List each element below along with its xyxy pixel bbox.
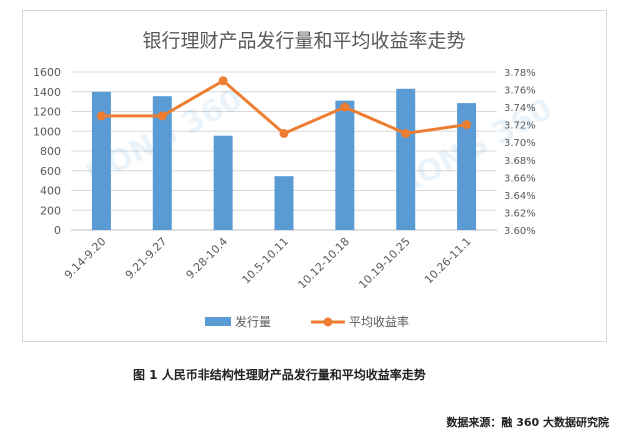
x-tick-label: 10.5-10.11 — [240, 235, 292, 287]
x-tick-label: 9.28-10.4 — [184, 235, 231, 282]
x-axis-labels: 9.14-9.20 9.21-9.27 9.28-10.4 10.5-10.11 10.… — [62, 235, 474, 292]
y-right-tick-label: 3.78% — [504, 68, 536, 79]
bar — [152, 96, 172, 230]
y-left-tick-label: 1000 — [33, 125, 61, 138]
rate-point — [157, 111, 167, 121]
y-right-tick-label: 3.60% — [504, 226, 536, 237]
bar — [335, 100, 355, 230]
bar-series — [91, 88, 477, 230]
y-right-tick-label: 3.64% — [504, 191, 536, 202]
y-left-tick-label: 200 — [40, 204, 61, 217]
legend: 发行量 平均收益率 — [205, 314, 409, 329]
y-axis-right: 3.60% 3.62% 3.64% 3.66% 3.68% 3.70% 3.72% 3.74%… — [504, 68, 536, 237]
chart-frame: 银行理财产品发行量和平均收益率走势 RONG 360 RONG 360 0 200 4… — [22, 10, 607, 342]
y-left-tick-label: 1600 — [33, 66, 61, 79]
y-right-tick-label: 3.76% — [504, 86, 536, 97]
y-axis-left: 0 200 400 600 800 1000 1200 1400 1600 — [33, 66, 61, 237]
y-left-tick-label: 0 — [54, 224, 61, 237]
bar — [274, 176, 294, 230]
y-right-tick-label: 3.66% — [504, 173, 536, 184]
y-right-tick-label: 3.68% — [504, 156, 536, 167]
bar — [91, 91, 111, 230]
y-left-tick-label: 800 — [40, 145, 61, 158]
y-right-tick-label: 3.72% — [504, 121, 536, 132]
y-left-tick-label: 1400 — [33, 86, 61, 99]
rate-point — [401, 128, 411, 138]
x-tick-label: 9.21-9.27 — [123, 235, 170, 282]
chart-title: 银行理财产品发行量和平均收益率走势 — [142, 30, 465, 52]
legend-line-label: 平均收益率 — [349, 314, 409, 329]
bar — [396, 88, 416, 230]
rate-point — [96, 111, 106, 121]
x-tick-label: 10.26-11.1 — [422, 235, 474, 287]
bar — [457, 103, 477, 230]
y-left-tick-label: 600 — [40, 165, 61, 178]
x-tick-label: 10.12-10.18 — [295, 235, 352, 292]
rate-point — [340, 102, 350, 112]
line-series — [96, 76, 472, 138]
y-left-tick-label: 1200 — [33, 106, 61, 119]
x-tick-label: 10.19-10.25 — [356, 235, 413, 292]
figure-caption: 图 1 人民币非结构性理财产品发行量和平均收益率走势 — [133, 368, 426, 382]
rate-point — [279, 128, 289, 138]
legend-line-marker — [323, 317, 333, 327]
y-right-tick-label: 3.70% — [504, 138, 536, 149]
legend-bar-swatch — [205, 317, 231, 326]
rate-point — [462, 120, 472, 130]
source-note: 数据来源：融 360 大数据研究院 — [446, 416, 609, 429]
y-right-tick-label: 3.74% — [504, 103, 536, 114]
bar — [213, 135, 233, 230]
rate-point — [218, 76, 228, 86]
x-tick-label: 9.14-9.20 — [62, 235, 109, 282]
y-right-tick-label: 3.62% — [504, 208, 536, 219]
y-left-tick-label: 400 — [40, 185, 61, 198]
legend-bar-label: 发行量 — [235, 314, 271, 329]
